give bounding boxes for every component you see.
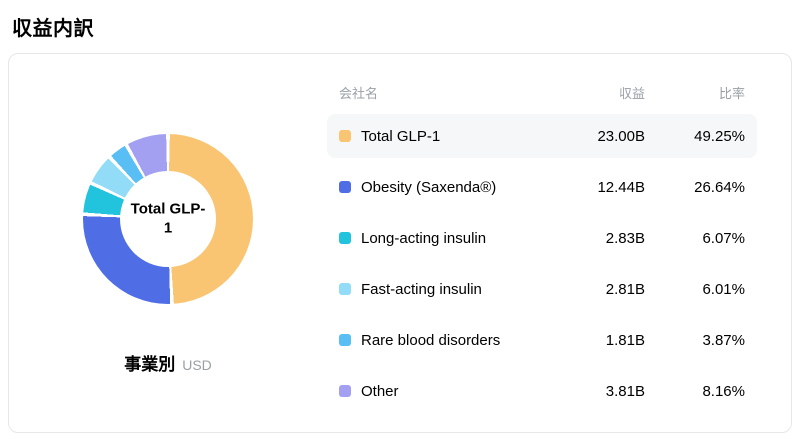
table-row[interactable]: Long-acting insulin 2.83B 6.07%: [327, 216, 757, 260]
donut-chart[interactable]: Total GLP-1: [83, 134, 253, 304]
donut-hole: [120, 171, 216, 267]
table-row[interactable]: Obesity (Saxenda®) 12.44B 26.64%: [327, 165, 757, 209]
col-header-ratio: 比率: [718, 85, 745, 101]
row-revenue: 3.81B: [605, 382, 645, 400]
row-revenue: 23.00B: [597, 127, 645, 145]
table-row[interactable]: Other 3.81B 8.16%: [327, 369, 757, 413]
col-header-name: 会社名: [339, 85, 379, 101]
legend-label: Long-acting insulin: [361, 229, 487, 247]
legend-swatch: [339, 232, 351, 244]
row-ratio: 3.87%: [702, 331, 745, 349]
legend-swatch: [339, 385, 351, 397]
legend-label: Rare blood disorders: [361, 331, 501, 349]
row-revenue: 2.81B: [605, 280, 645, 298]
row-revenue: 1.81B: [605, 331, 645, 349]
row-ratio: 6.01%: [702, 280, 745, 298]
row-revenue: 12.44B: [597, 178, 645, 196]
table-row[interactable]: Total GLP-1 23.00B 49.25%: [327, 114, 757, 158]
col-header-revenue: 収益: [618, 85, 645, 101]
donut-center-label: Total GLP-1: [130, 200, 206, 236]
row-ratio: 6.07%: [702, 229, 745, 247]
chart-dimension-toggle[interactable]: 事業別: [124, 355, 176, 374]
legend-label: Total GLP-1: [361, 127, 441, 145]
legend-swatch: [339, 130, 351, 142]
chart-footer: 事業別 USD: [124, 350, 212, 375]
legend-label: Fast-acting insulin: [361, 280, 482, 298]
revenue-breakdown-card: Total GLP-1 事業別 USD 会社名 収益 比率 Total GLP-…: [8, 53, 792, 433]
row-ratio: 26.64%: [694, 178, 745, 196]
legend-swatch: [339, 334, 351, 346]
row-ratio: 49.25%: [694, 127, 745, 145]
legend-label: Obesity (Saxenda®): [361, 178, 497, 196]
table-row[interactable]: Rare blood disorders 1.81B 3.87%: [327, 318, 757, 362]
row-ratio: 8.16%: [702, 382, 745, 400]
legend-swatch: [339, 283, 351, 295]
legend-table: 会社名 収益 比率 Total GLP-1 23.00B 49.25% Obes…: [327, 54, 791, 432]
legend-swatch: [339, 181, 351, 193]
row-revenue: 2.83B: [605, 229, 645, 247]
page-title: 収益内訳: [12, 18, 94, 40]
table-header-row: 会社名 収益 比率: [327, 82, 757, 102]
chart-unit-label: USD: [182, 357, 212, 373]
table-row[interactable]: Fast-acting insulin 2.81B 6.01%: [327, 267, 757, 311]
chart-column: Total GLP-1 事業別 USD: [9, 54, 327, 432]
legend-label: Other: [361, 382, 399, 400]
